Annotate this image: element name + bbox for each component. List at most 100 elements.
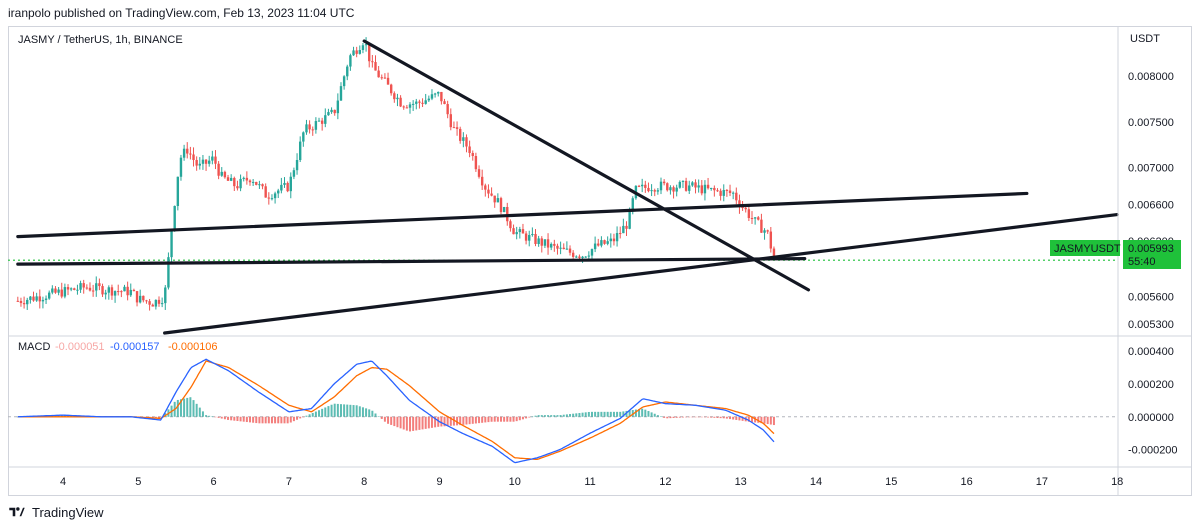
candle-body xyxy=(675,187,678,192)
candle-body xyxy=(339,86,343,101)
candle-body xyxy=(330,109,333,113)
macd-hist-bar xyxy=(487,416,490,423)
candle-body xyxy=(135,291,139,303)
macd-hist-bar xyxy=(289,416,292,423)
macd-hist-bar xyxy=(57,415,60,417)
candle-body xyxy=(647,187,650,192)
macd-hist-bar xyxy=(368,409,371,417)
macd-hist-bar xyxy=(189,397,192,417)
x-tick-label: 13 xyxy=(735,476,747,488)
macd-hist-bar xyxy=(547,415,550,417)
candle-body xyxy=(170,230,173,258)
macd-hist-bar xyxy=(525,416,528,419)
macd-hist-bar xyxy=(399,416,402,429)
candle-body xyxy=(29,296,32,300)
candle-body xyxy=(716,190,719,192)
macd-hist-bar xyxy=(183,398,186,417)
candle-body xyxy=(101,286,104,295)
candle-body xyxy=(295,160,299,171)
candle-body xyxy=(251,181,255,183)
y-tick-label: 0.006600 xyxy=(1128,199,1174,211)
candle-body xyxy=(186,148,189,154)
candle-body xyxy=(233,177,236,187)
macd-hist-bar xyxy=(612,411,615,417)
candle-body xyxy=(568,248,572,253)
price-candles xyxy=(16,37,776,311)
macd-hist-bar xyxy=(518,416,521,421)
macd-hist-bar xyxy=(292,416,295,422)
macd-hist-bar xyxy=(393,416,396,427)
macd-hist-bar xyxy=(729,416,732,420)
macd-hist-bar xyxy=(713,416,716,418)
macd-hist-bar xyxy=(296,416,299,420)
macd-hist-bar xyxy=(308,414,311,417)
tradingview-brand[interactable]: TradingView xyxy=(8,503,104,521)
candle-body xyxy=(85,287,89,289)
symbol-tag: JASMYUSDT xyxy=(1054,243,1121,255)
candle-body xyxy=(524,233,528,241)
axes: 4 5 6 7 8 9 10 11 12 13 14 15 16 17 18 0.005300 0.005600… xyxy=(8,26,1192,496)
macd-hist-bar xyxy=(314,411,317,417)
candle-body xyxy=(590,249,594,256)
candle-body xyxy=(760,219,763,233)
macd-hist-bar xyxy=(531,416,534,418)
macd-hist-bar xyxy=(242,416,245,422)
macd-hist-bar xyxy=(412,416,415,431)
candle-body xyxy=(66,287,70,290)
candle-body xyxy=(402,106,405,108)
macd-hist-bar xyxy=(578,413,581,417)
macd-y-tick-label: -0.000200 xyxy=(1128,445,1178,457)
macd-hist-bar xyxy=(361,407,364,417)
macd-hist-bar xyxy=(515,416,518,422)
macd-hist-bar xyxy=(371,410,374,417)
candle-body xyxy=(408,104,412,108)
candle-body xyxy=(47,292,51,299)
macd-hist-bar xyxy=(465,416,468,425)
candle-body xyxy=(499,198,503,213)
macd-hist-bar xyxy=(198,407,201,417)
candle-body xyxy=(223,171,227,178)
last-price-box xyxy=(1123,240,1181,269)
candle-body xyxy=(587,255,591,257)
candle-body xyxy=(277,190,280,194)
candle-body xyxy=(396,97,399,100)
candle-body xyxy=(26,299,29,305)
candle-body xyxy=(258,184,261,186)
candle-body xyxy=(509,221,512,229)
macd-hist-bar xyxy=(264,416,267,424)
macd-line-value: -0.000157 xyxy=(110,341,160,353)
candle-body xyxy=(393,93,396,100)
macd-hist-bar xyxy=(710,416,713,418)
candle-body xyxy=(581,256,584,258)
macd-hist-bar xyxy=(653,413,656,417)
trend-line xyxy=(16,191,1029,239)
macd-panel xyxy=(16,358,775,464)
candle-body xyxy=(377,70,380,78)
candle-body xyxy=(694,182,697,188)
macd-hist-bar xyxy=(656,415,659,417)
candle-body xyxy=(703,184,707,194)
candle-body xyxy=(681,180,685,182)
macd-hist-bar xyxy=(236,416,239,422)
candle-body xyxy=(211,156,214,161)
symbol-title: JASMY / TetherUS, 1h, BINANCE xyxy=(18,34,183,46)
macd-hist-bar xyxy=(195,403,198,417)
macd-signal-line xyxy=(17,360,775,461)
macd-hist-bar xyxy=(459,416,462,426)
candle-body xyxy=(132,289,136,292)
macd-hist-bar xyxy=(380,416,383,419)
macd-hist-bar xyxy=(343,404,346,417)
macd-hist-bar xyxy=(261,416,264,424)
candle-body xyxy=(88,287,92,291)
macd-hist-bar xyxy=(512,416,515,422)
candle-body xyxy=(659,181,663,191)
candle-body xyxy=(446,104,449,115)
macd-hist-bar xyxy=(478,416,481,424)
candle-body xyxy=(346,66,349,77)
macd-hist-bar xyxy=(631,410,634,417)
candle-body xyxy=(286,182,289,192)
macd-signal-value: -0.000106 xyxy=(168,341,218,353)
macd-hist-bar xyxy=(377,416,380,417)
macd-hist-bar xyxy=(719,416,722,419)
